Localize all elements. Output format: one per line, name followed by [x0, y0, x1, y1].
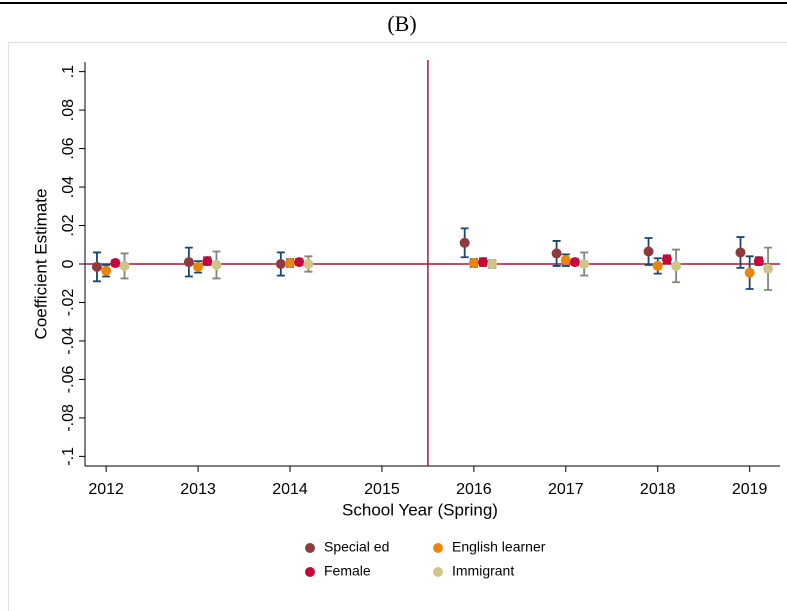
x-tick-label: 2017 [548, 481, 584, 498]
legend-label: Immigrant [452, 563, 514, 579]
legend-label: Female [324, 563, 371, 579]
point [661, 254, 672, 265]
y-tick-label: -.04 [60, 327, 77, 355]
point [569, 257, 580, 268]
legend-marker [305, 567, 315, 577]
point [468, 258, 479, 269]
point [671, 260, 682, 271]
x-tick-label: 2016 [456, 481, 492, 498]
x-tick-label: 2012 [88, 481, 124, 498]
chart-frame [8, 42, 787, 611]
legend-label: English learner [452, 539, 546, 555]
point [579, 259, 590, 269]
legend-marker [433, 567, 443, 577]
point [101, 265, 112, 276]
panel-label: (B) [387, 11, 416, 36]
point [652, 260, 663, 271]
point [478, 257, 489, 268]
point [285, 258, 296, 269]
point [487, 259, 498, 269]
point [560, 255, 571, 266]
point [735, 247, 746, 258]
point [91, 261, 102, 272]
y-tick-label: .06 [60, 137, 77, 159]
x-tick-label: 2019 [732, 481, 768, 498]
y-axis-title: Coefficient Estimate [31, 189, 50, 340]
x-tick-label: 2015 [364, 481, 400, 498]
point [294, 257, 305, 268]
y-tick-label: .1 [60, 65, 77, 78]
x-tick-label: 2018 [640, 481, 676, 498]
legend-marker [305, 543, 315, 553]
point [459, 237, 470, 248]
x-axis-title: School Year (Spring) [342, 500, 498, 519]
y-tick-label: -.1 [60, 447, 77, 466]
point [275, 259, 286, 269]
point [303, 259, 314, 269]
y-tick-label: -.06 [60, 366, 77, 394]
x-tick-label: 2013 [180, 481, 216, 498]
y-tick-label: -.02 [60, 289, 77, 317]
y-tick-label: .04 [60, 176, 77, 198]
point [763, 263, 774, 274]
point [193, 261, 204, 272]
point [753, 256, 764, 267]
x-tick-label: 2014 [272, 481, 308, 498]
y-tick-label: .02 [60, 214, 77, 236]
point [551, 248, 562, 259]
point [211, 259, 222, 270]
point [183, 257, 194, 268]
point [202, 256, 213, 267]
point [643, 246, 654, 257]
y-tick-label: .08 [60, 99, 77, 121]
y-tick-label: 0 [60, 259, 77, 268]
point [110, 258, 121, 269]
point [119, 260, 130, 271]
point [744, 267, 755, 278]
legend-marker [433, 543, 443, 553]
y-tick-label: -.08 [60, 404, 77, 432]
legend-label: Special ed [324, 539, 389, 555]
